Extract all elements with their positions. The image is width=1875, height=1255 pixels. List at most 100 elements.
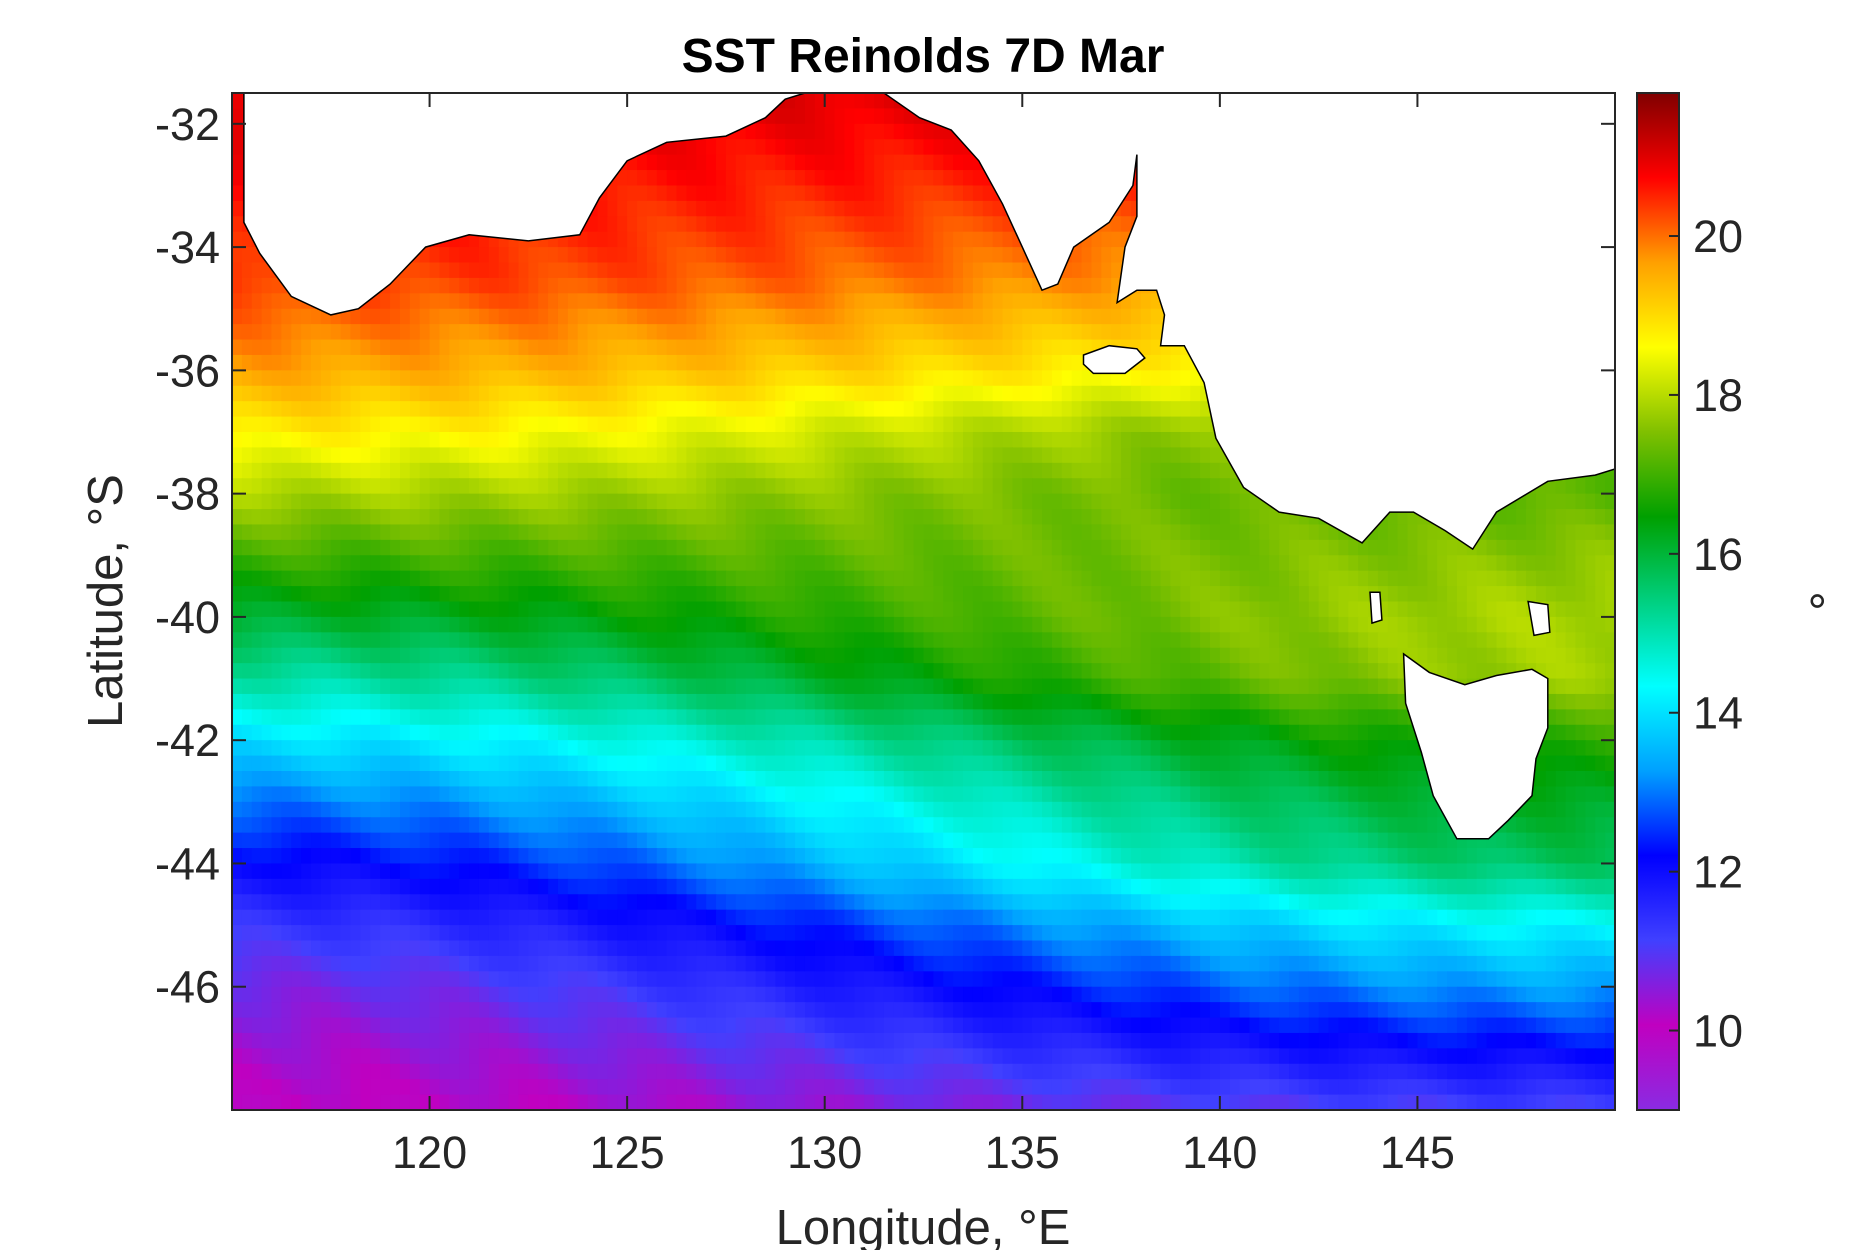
heatmap-cell xyxy=(824,154,836,171)
heatmap-cell xyxy=(291,293,302,310)
heatmap-cell xyxy=(587,493,599,510)
heatmap-cell xyxy=(409,432,421,449)
heatmap-cell xyxy=(261,570,273,587)
heatmap-cell xyxy=(686,539,697,556)
heatmap-cell xyxy=(676,570,688,587)
heatmap-cell xyxy=(755,216,767,233)
heatmap-cell xyxy=(1318,616,1330,633)
heatmap-cell xyxy=(1170,370,1181,387)
heatmap-cell xyxy=(963,154,974,171)
heatmap-cell xyxy=(429,293,441,310)
heatmap-cell xyxy=(1595,539,1606,556)
heatmap-cell xyxy=(1051,616,1063,633)
heatmap-cell xyxy=(597,385,608,402)
heatmap-cell xyxy=(706,324,717,341)
heatmap-cell xyxy=(301,601,312,618)
heatmap-cell xyxy=(963,170,974,187)
heatmap-cell xyxy=(528,555,539,572)
heatmap-cell xyxy=(301,308,312,325)
heatmap-cell xyxy=(360,401,371,418)
heatmap-cell xyxy=(350,632,362,649)
heatmap-cell xyxy=(390,524,401,541)
heatmap-cell xyxy=(1160,401,1172,418)
heatmap-cell xyxy=(1071,247,1083,264)
heatmap-cell xyxy=(577,308,589,325)
heatmap-cell xyxy=(1160,339,1172,356)
heatmap-cell xyxy=(775,524,786,541)
heatmap-cell xyxy=(241,539,253,556)
heatmap-cell xyxy=(824,447,836,464)
heatmap-cell xyxy=(577,447,589,464)
heatmap-cell xyxy=(607,432,618,449)
heatmap-cell xyxy=(686,370,697,387)
heatmap-cell xyxy=(903,524,915,541)
heatmap-cell xyxy=(607,632,618,649)
heatmap-cell xyxy=(1061,339,1073,356)
heatmap-cell xyxy=(607,370,618,387)
heatmap-cell xyxy=(261,493,273,510)
heatmap-cell xyxy=(676,632,688,649)
heatmap-cell xyxy=(854,616,865,633)
heatmap-cell xyxy=(824,354,836,371)
heatmap-cell xyxy=(261,416,273,433)
heatmap-cell xyxy=(419,539,431,556)
heatmap-cell xyxy=(1387,570,1399,587)
heatmap-cell xyxy=(1101,493,1112,510)
heatmap-cell xyxy=(893,170,905,187)
heatmap-cell xyxy=(1466,616,1478,633)
heatmap-cell xyxy=(1417,586,1428,603)
heatmap-cell xyxy=(824,339,836,356)
heatmap-cell xyxy=(646,462,658,479)
heatmap-cell xyxy=(1121,401,1132,418)
heatmap-cell xyxy=(1486,586,1498,603)
heatmap-cell xyxy=(972,616,984,633)
heatmap-cell xyxy=(903,632,915,649)
heatmap-cell xyxy=(1071,293,1083,310)
heatmap-cell xyxy=(903,447,915,464)
heatmap-cell xyxy=(1447,539,1458,556)
heatmap-cell xyxy=(834,354,846,371)
heatmap-cell xyxy=(1091,293,1102,310)
heatmap-cell xyxy=(1121,324,1132,341)
heatmap-cell xyxy=(1051,586,1063,603)
heatmap-cell xyxy=(1022,447,1033,464)
heatmap-cell xyxy=(1200,570,1211,587)
heatmap-cell xyxy=(943,632,954,649)
heatmap-cell xyxy=(775,432,786,449)
heatmap-cell xyxy=(498,401,510,418)
heatmap-cell xyxy=(696,308,707,325)
heatmap-cell xyxy=(1150,539,1162,556)
heatmap-cell xyxy=(261,539,273,556)
heatmap-cell xyxy=(597,293,608,310)
heatmap-cell xyxy=(745,570,757,587)
heatmap-cell xyxy=(370,586,381,603)
heatmap-cell xyxy=(943,185,954,202)
heatmap-cell xyxy=(903,154,915,171)
heatmap-cell xyxy=(449,632,460,649)
heatmap-cell xyxy=(1002,262,1014,279)
heatmap-cell xyxy=(557,524,569,541)
heatmap-cell xyxy=(676,277,688,294)
heatmap-cell xyxy=(765,462,776,479)
heatmap-cell xyxy=(251,339,263,356)
heatmap-cell xyxy=(1575,509,1586,526)
heatmap-cell xyxy=(1121,231,1132,248)
heatmap-cell xyxy=(1170,478,1181,495)
heatmap-cell xyxy=(1200,447,1211,464)
heatmap-cell xyxy=(320,432,332,449)
heatmap-cell xyxy=(271,324,282,341)
heatmap-cell xyxy=(1111,293,1122,310)
heatmap-cell xyxy=(656,493,668,510)
heatmap-cell xyxy=(1081,493,1093,510)
heatmap-cell xyxy=(459,324,470,341)
heatmap-cell xyxy=(1160,632,1172,649)
heatmap-cell xyxy=(953,570,964,587)
heatmap-cell xyxy=(814,324,826,341)
heatmap-cell xyxy=(617,539,628,556)
heatmap-cell xyxy=(1032,416,1043,433)
heatmap-cell xyxy=(1002,509,1014,526)
heatmap-cell xyxy=(735,293,747,310)
heatmap-cell xyxy=(676,308,688,325)
heatmap-cell xyxy=(953,247,964,264)
heatmap-cell xyxy=(923,586,934,603)
